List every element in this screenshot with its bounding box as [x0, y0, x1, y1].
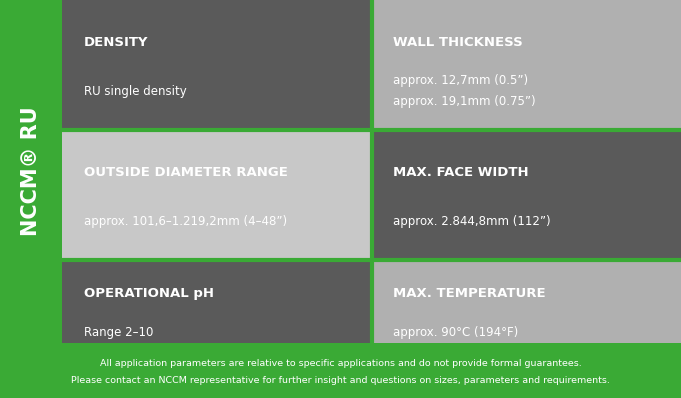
- Text: OPERATIONAL pH: OPERATIONAL pH: [84, 287, 214, 300]
- Bar: [62, 0, 372, 130]
- Bar: [0, 343, 681, 398]
- Bar: [372, 260, 681, 363]
- Text: approx. 2.844,8mm (112”): approx. 2.844,8mm (112”): [393, 215, 551, 228]
- Text: MAX. FACE WIDTH: MAX. FACE WIDTH: [393, 166, 528, 179]
- Bar: [372, 130, 681, 260]
- Bar: [0, 0, 62, 343]
- Text: Please contact an NCCM representative for further insight and questions on sizes: Please contact an NCCM representative fo…: [71, 376, 610, 385]
- Text: DENSITY: DENSITY: [84, 36, 148, 49]
- Text: WALL THICKNESS: WALL THICKNESS: [393, 36, 523, 49]
- Bar: [372, 0, 681, 130]
- Text: RU single density: RU single density: [84, 84, 187, 98]
- Text: OUTSIDE DIAMETER RANGE: OUTSIDE DIAMETER RANGE: [84, 166, 287, 179]
- Text: approx. 101,6–1.219,2mm (4–48”): approx. 101,6–1.219,2mm (4–48”): [84, 215, 287, 228]
- Text: Range 2–10: Range 2–10: [84, 326, 153, 339]
- Text: approx. 19,1mm (0.75”): approx. 19,1mm (0.75”): [393, 95, 536, 108]
- Text: MAX. TEMPERATURE: MAX. TEMPERATURE: [393, 287, 545, 300]
- Text: All application parameters are relative to specific applications and do not prov: All application parameters are relative …: [99, 359, 582, 369]
- Text: approx. 12,7mm (0.5”): approx. 12,7mm (0.5”): [393, 74, 528, 87]
- Bar: [62, 260, 372, 363]
- Text: approx. 90°C (194°F): approx. 90°C (194°F): [393, 326, 518, 339]
- Bar: [62, 130, 372, 260]
- Text: NCCM® RU: NCCM® RU: [21, 107, 41, 236]
